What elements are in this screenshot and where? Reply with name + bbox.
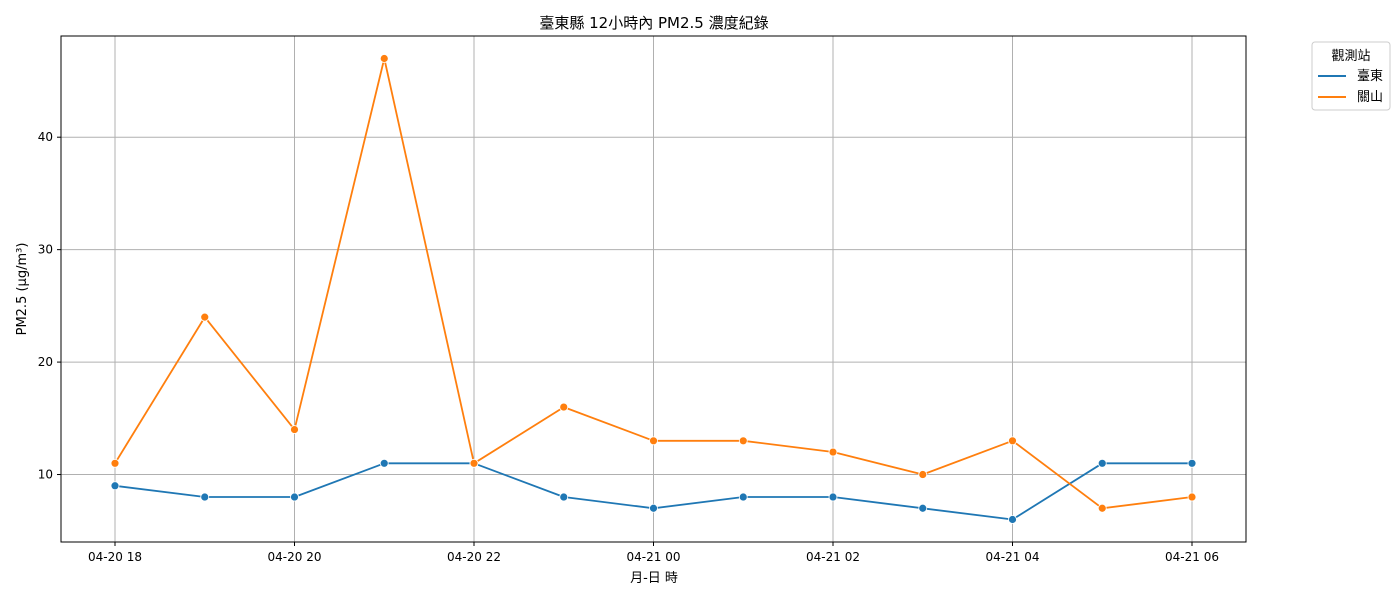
data-point [738, 436, 748, 446]
legend-label-guanshan: 關山 [1357, 90, 1383, 105]
series-guanshan [110, 54, 1197, 513]
data-point [828, 447, 838, 457]
data-point [200, 312, 210, 322]
legend-label-taitung: 臺東 [1357, 68, 1383, 84]
data-point [1187, 492, 1197, 502]
grid-lines [61, 36, 1246, 542]
y-tick-label: 20 [38, 355, 53, 369]
x-axis-title: 月-日 時 [630, 571, 678, 586]
data-point [110, 458, 120, 468]
data-point [110, 481, 120, 491]
x-tick-label: 04-20 18 [88, 550, 142, 564]
data-point [1187, 458, 1197, 468]
data-point [290, 492, 299, 502]
data-point [1008, 436, 1017, 446]
data-point [828, 492, 838, 502]
x-tick-label: 04-20 20 [268, 550, 322, 564]
y-tick-label: 10 [38, 468, 53, 482]
data-point [918, 470, 928, 479]
data-point [379, 458, 389, 468]
data-point [379, 54, 389, 63]
data-point [559, 492, 569, 502]
data-point [559, 402, 569, 412]
chart-title: 臺東縣 12小時內 PM2.5 濃度紀錄 [539, 14, 768, 32]
data-point [649, 503, 658, 513]
data-point [1097, 503, 1107, 513]
series-lines [110, 54, 1197, 524]
data-point [649, 436, 658, 446]
y-axis-title: PM2.5 (μg/m³) [15, 243, 30, 336]
y-tick-label: 40 [38, 130, 53, 144]
x-tick-label: 04-20 22 [447, 550, 501, 564]
data-point [918, 503, 928, 513]
legend-title: 觀測站 [1331, 49, 1370, 64]
axis-ticks: 04-20 18 04-20 20 04-20 22 04-21 00 04-21 02… [38, 130, 1219, 564]
data-point [1097, 458, 1107, 468]
x-tick-label: 04-21 04 [986, 550, 1040, 564]
data-point [290, 425, 299, 434]
data-point [738, 492, 748, 502]
data-point [200, 492, 210, 502]
x-tick-label: 04-21 00 [627, 550, 681, 564]
y-tick-label: 30 [38, 243, 53, 257]
data-point [469, 458, 479, 468]
legend-box [1311, 41, 1391, 111]
data-point [1008, 515, 1017, 524]
x-tick-label: 04-21 06 [1165, 550, 1219, 564]
legend: 觀測站 臺東 關山 [1311, 41, 1391, 111]
x-tick-label: 04-21 02 [806, 550, 860, 564]
